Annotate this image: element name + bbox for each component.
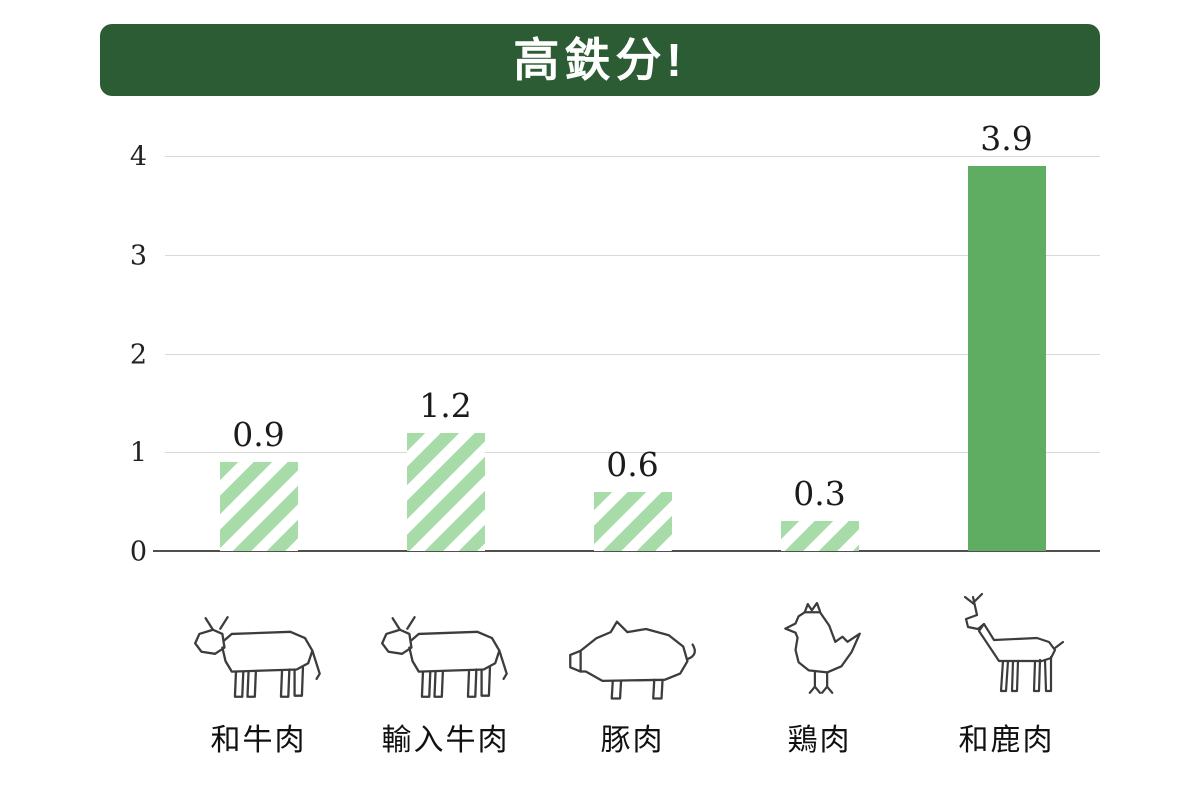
pig-icon [553,585,713,703]
category-label: 豚肉 [600,723,665,758]
gridline-y-1 [165,452,1100,454]
title-banner: 高鉄分! [100,24,1100,96]
page-title: 高鉄分! [513,34,687,86]
bar-value-label: 0.3 [793,474,846,514]
bar-value-label: 0.9 [232,415,285,455]
cow-icon [179,585,339,703]
gridline-y-2 [165,353,1100,355]
bar-group-2: 0.6 豚肉 [539,157,726,758]
bar-4 [967,165,1046,551]
y-axis-tick-label-1: 1 [129,437,147,469]
y-axis-tick-label-0: 0 [129,536,147,568]
bar-group-1: 1.2 輸入牛肉 [352,157,539,758]
category-label: 輸入牛肉 [381,723,510,758]
bar-3 [780,521,859,551]
deer-icon [927,585,1087,703]
iron-bar-chart: 0 1 2 3 4 0.9 和牛肉 1.2 輸入牛肉 0.6 豚肉 0.3 鶏肉 3.9 和鹿肉 [130,122,1100,758]
y-axis-tick-label-2: 2 [129,339,147,370]
gridline-y-0 [153,550,1100,552]
bar-0 [219,462,298,551]
category-label: 和牛肉 [210,723,307,758]
bar-value-label: 3.9 [980,118,1033,158]
bar-group-0: 0.9 和牛肉 [165,157,352,758]
bar-value-label: 0.6 [606,444,659,484]
chicken-icon [740,585,900,703]
cow-icon [366,585,526,703]
gridline-y-4 [165,156,1100,157]
gridline-y-3 [165,254,1100,256]
y-axis-tick-label-4: 4 [129,141,147,173]
y-axis-tick-label-3: 3 [129,240,147,272]
category-label: 和鹿肉 [958,723,1055,758]
bar-value-label: 1.2 [419,385,472,425]
bar-2 [593,491,672,551]
bar-group-4: 3.9 和鹿肉 [913,122,1100,758]
bar-1 [406,432,485,551]
category-label: 鶏肉 [787,723,852,758]
bar-group-3: 0.3 鶏肉 [726,157,913,758]
